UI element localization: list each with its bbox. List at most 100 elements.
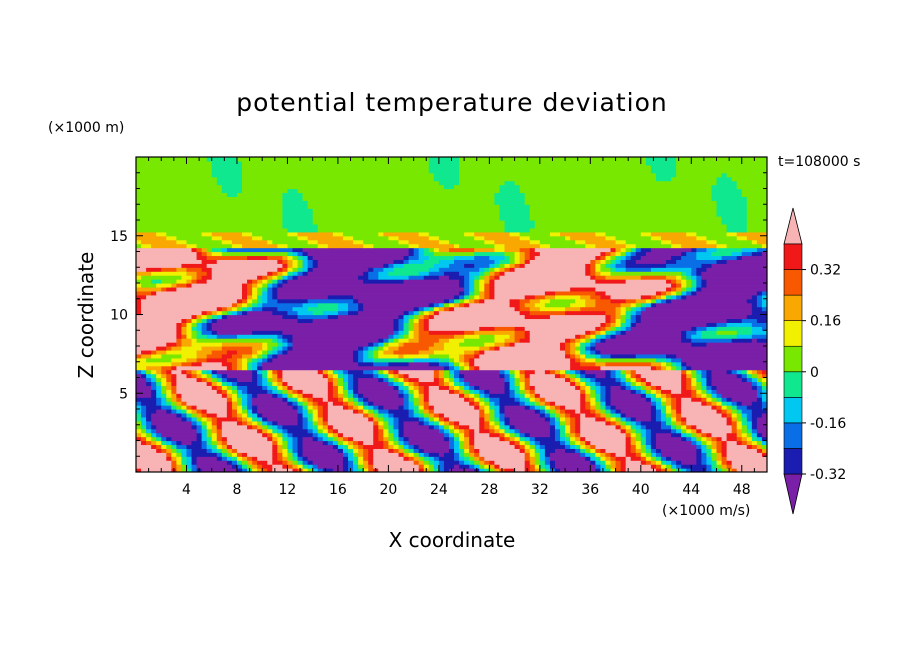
contour-cell	[368, 267, 374, 272]
contour-cell	[378, 412, 384, 418]
contour-cell	[176, 286, 243, 292]
contour-cell	[595, 377, 617, 383]
contour-cell	[348, 385, 354, 390]
contour-cell	[242, 405, 248, 410]
contour-cell	[156, 346, 167, 351]
contour-cell	[277, 275, 283, 280]
contour-cell	[226, 365, 233, 371]
contour-cell	[312, 259, 319, 264]
contour-cell	[373, 401, 405, 406]
contour-cell	[539, 440, 561, 446]
contour-cell	[570, 338, 576, 343]
contour-cell	[398, 314, 405, 320]
contour-cell	[272, 349, 278, 355]
contour-cell	[211, 271, 268, 276]
contour-cell	[413, 405, 420, 410]
contour-cell	[337, 440, 344, 446]
contour-cell	[428, 330, 465, 335]
contour-cell	[459, 381, 465, 386]
contour-cell	[499, 204, 531, 209]
contour-cell	[514, 468, 526, 472]
contour-cell	[560, 346, 566, 351]
contour-cell	[342, 405, 349, 410]
contour-cell	[342, 393, 349, 398]
contour-cell	[585, 271, 591, 276]
contour-cell	[524, 432, 531, 438]
contour-cell	[151, 290, 157, 296]
contour-cell	[398, 428, 405, 434]
contour-cell	[489, 397, 501, 402]
contour-cell	[252, 412, 258, 418]
contour-cell	[358, 468, 364, 472]
contour-cell	[413, 318, 420, 323]
contour-cell	[716, 180, 738, 186]
contour-cell	[686, 271, 692, 276]
contour-cell	[438, 381, 445, 386]
contour-cell	[211, 440, 218, 446]
contour-cell	[353, 444, 359, 449]
contour-cell	[615, 318, 622, 323]
contour-cell	[282, 424, 304, 430]
contour-cell	[317, 369, 324, 375]
contour-cell	[489, 401, 496, 406]
colorbar-label: 0.32	[810, 263, 841, 279]
contour-cell	[363, 353, 369, 359]
contour-cell	[141, 349, 152, 355]
contour-cell	[181, 338, 193, 343]
contour-cell	[625, 385, 632, 390]
contour-cell	[600, 405, 607, 410]
contour-cell	[262, 302, 304, 308]
contour-cell	[342, 456, 349, 461]
contour-cell	[171, 440, 177, 446]
contour-cell	[761, 298, 767, 304]
contour-cell	[600, 353, 612, 359]
contour-cell	[671, 298, 748, 304]
contour-cell	[554, 412, 561, 418]
contour-cell	[686, 279, 692, 284]
contour-cell	[161, 401, 167, 406]
contour-cell	[282, 346, 289, 351]
contour-cell	[388, 412, 395, 418]
contour-cell	[489, 271, 496, 276]
contour-cell	[519, 432, 526, 438]
contour-cell	[635, 243, 672, 249]
contour-cell	[751, 338, 758, 343]
contour-cell	[166, 389, 172, 394]
contour-cell	[413, 460, 420, 465]
contour-cell	[479, 389, 485, 394]
contour-cell	[600, 397, 607, 402]
contour-cell	[292, 456, 299, 461]
contour-cell	[459, 342, 485, 347]
contour-cell	[322, 310, 339, 316]
contour-cell	[721, 216, 748, 221]
contour-cell	[161, 286, 167, 292]
contour-cell	[635, 306, 642, 312]
contour-cell	[226, 440, 273, 446]
contour-cell	[262, 412, 299, 418]
contour-cell	[625, 420, 632, 426]
contour-cell	[348, 448, 354, 453]
contour-cell	[736, 412, 743, 418]
contour-cell	[671, 468, 677, 472]
contour-cell	[438, 239, 450, 245]
contour-cell	[287, 381, 329, 386]
contour-cell	[327, 381, 334, 386]
contour-cell	[166, 401, 172, 406]
contour-cell	[746, 223, 767, 229]
contour-cell	[504, 243, 541, 249]
contour-cell	[721, 412, 728, 418]
contour-cell	[257, 353, 263, 359]
contour-cell	[151, 271, 188, 276]
contour-cell	[721, 468, 728, 472]
contour-cell	[141, 409, 147, 414]
contour-cell	[519, 259, 526, 264]
contour-cell	[671, 464, 677, 469]
contour-cell	[529, 456, 536, 461]
contour-cell	[201, 231, 213, 237]
contour-cell	[454, 365, 460, 371]
contour-cell	[499, 432, 506, 438]
contour-cell	[640, 255, 672, 260]
contour-cell	[560, 369, 566, 375]
contour-cell	[459, 168, 652, 174]
contour-cell	[418, 464, 425, 469]
